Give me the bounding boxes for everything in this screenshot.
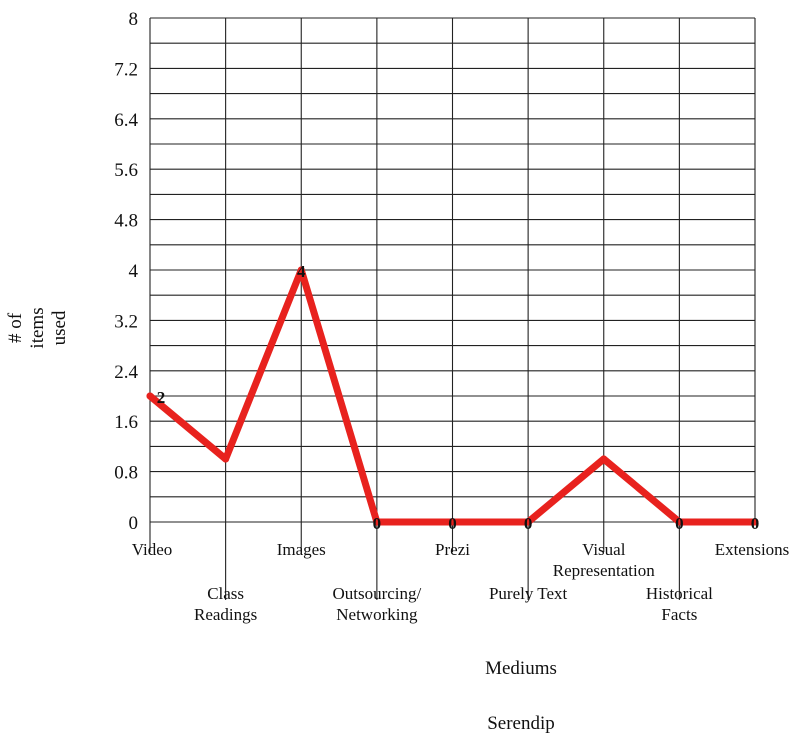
x-tick-label: Outsourcing/Networking	[332, 584, 421, 624]
y-tick-label: 0.8	[114, 463, 138, 484]
data-point	[222, 455, 230, 463]
x-tick-label: Historical Facts	[646, 584, 713, 624]
data-point	[751, 518, 759, 526]
data-point	[675, 518, 683, 526]
x-tick-label: Purely Text	[489, 584, 568, 603]
data-labels: 2 4 0 0 0 0 0	[157, 262, 760, 533]
data-label: 0	[751, 514, 760, 533]
data-point	[146, 392, 154, 400]
chart-subtitle: Serendip	[487, 713, 555, 734]
data-point	[524, 518, 532, 526]
x-tick-label: Visual Representation	[553, 540, 655, 580]
y-tick-label: 4	[129, 261, 139, 282]
y-tick-label: 2.4	[114, 362, 138, 383]
x-axis-ticks: Video Class Readings Images Outsourcing/Netw…	[132, 540, 790, 624]
y-tick-label: 6.4	[114, 110, 138, 131]
data-label: 0	[373, 514, 382, 533]
data-label: 2	[157, 388, 166, 407]
y-axis-title: # ofitemsused	[5, 307, 70, 348]
y-tick-label: 8	[129, 9, 139, 30]
data-point	[297, 266, 305, 274]
data-label: 0	[524, 514, 533, 533]
y-tick-label: 4.8	[114, 211, 138, 232]
x-tick-label: Video	[132, 540, 173, 559]
data-point	[373, 518, 381, 526]
data-label: 0	[448, 514, 457, 533]
data-label: 0	[675, 514, 684, 533]
data-point	[600, 455, 608, 463]
y-tick-label: 1.6	[114, 412, 138, 433]
y-tick-label: 5.6	[114, 160, 138, 181]
y-tick-label: 3.2	[114, 311, 138, 332]
series-group	[146, 266, 759, 526]
data-point	[449, 518, 456, 526]
y-tick-label: 7.2	[114, 59, 138, 80]
x-tick-label: Class Readings	[194, 584, 257, 624]
y-axis-ticks: 0 0.8 1.6 2.4 3.2 4 4.8 5.6 6.4 7.2 8	[114, 9, 138, 534]
x-tick-label: Prezi	[435, 540, 470, 559]
x-tick-label: Images	[277, 540, 326, 559]
x-axis-title: Mediums	[485, 658, 557, 679]
y-axis-title-text: # ofitemsused	[5, 307, 70, 348]
x-tick-label: Extensions	[715, 540, 790, 559]
data-label: 4	[297, 262, 306, 281]
y-tick-label: 0	[129, 513, 139, 534]
